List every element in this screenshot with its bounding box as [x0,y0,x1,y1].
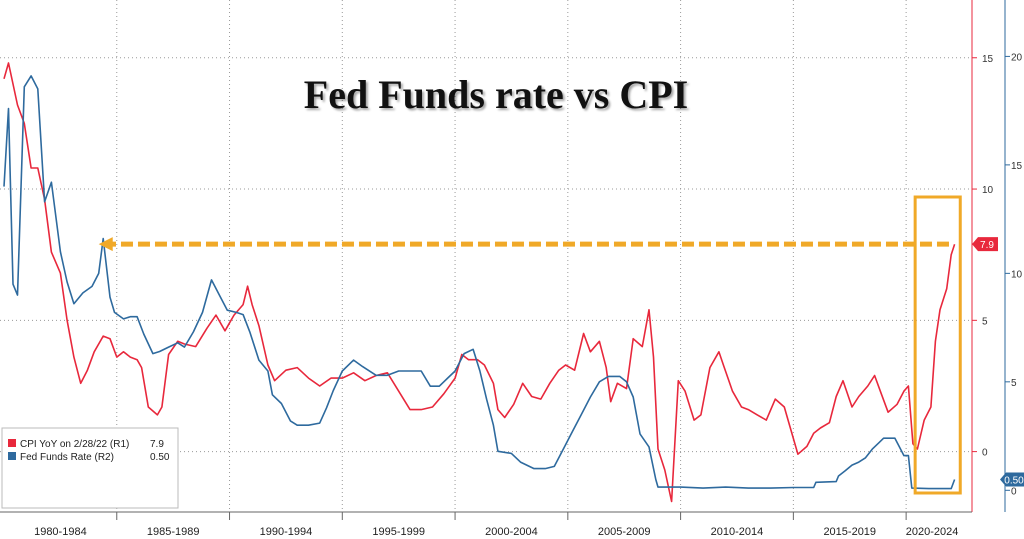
legend-value-fed: 0.50 [150,452,170,463]
grid [0,0,972,512]
x-axis: 1980-1984 1985-1989 1990-1994 1995-1999 2000… [0,511,972,538]
x-tick-label: 1980-1984 [34,526,87,538]
fed-funds-series-line [3,75,956,490]
cpi-last-value-tag [972,237,998,252]
legend-swatch-fed [8,452,16,460]
x-tick-label: 1985-1989 [147,526,200,538]
r2-axis: 0 5 10 15 20 [1004,0,1023,512]
r2-tick-label: 15 [1011,161,1023,172]
r2-tick-label: 10 [1011,269,1023,280]
x-tick-label: 2020-2024 [906,526,959,538]
plot-background [0,0,972,512]
x-tick-label: 2000-2004 [485,526,538,538]
x-tick-label: 2015-2019 [823,526,876,538]
legend-label-cpi: CPI YoY on 2/28/22 (R1) [20,439,129,450]
fed-last-value-tag [1000,472,1024,487]
legend: CPI YoY on 2/28/22 (R1) 7.9 Fed Funds Ra… [1,427,179,509]
highlight-box [913,195,962,495]
x-tick-label: 2005-2009 [598,526,651,538]
r1-axis: 0 5 10 15 [971,0,994,512]
r1-tick-label: 0 [982,448,988,459]
cpi-last-value-text: 7.9 [980,240,994,251]
x-tick-label: 2010-2014 [711,526,764,538]
chart-title: Fed Funds rate vs CPI [304,72,688,117]
cpi-series-line [3,62,956,503]
legend-box [1,427,179,509]
r1-tick-label: 15 [982,54,994,65]
r2-tick-label: 0 [1011,486,1017,497]
x-tick-label: 1995-1999 [372,526,425,538]
r2-tick-label: 20 [1011,52,1023,63]
annotation-layer [98,195,962,495]
legend-value-cpi: 7.9 [150,439,164,450]
legend-label-fed: Fed Funds Rate (R2) [20,452,114,463]
r1-tick-label: 10 [982,185,994,196]
series-layer [3,62,956,503]
value-tags: 7.9 0.50 [972,237,1024,487]
fed-last-value-text: 0.50 [1004,475,1024,486]
x-tick-label: 1990-1994 [260,526,313,538]
legend-swatch-cpi [8,439,16,447]
r2-tick-label: 5 [1011,378,1017,389]
reference-arrow-head [98,237,113,252]
r1-tick-label: 5 [982,316,988,327]
